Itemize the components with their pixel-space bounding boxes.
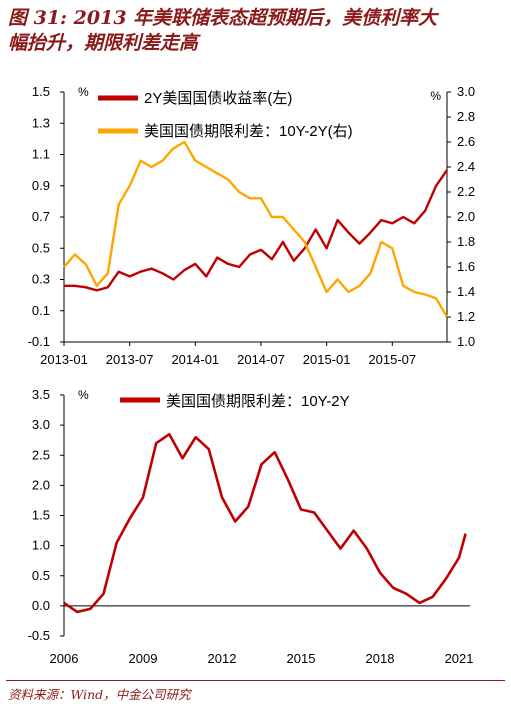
legend-label-0: 2Y美国国债收益率(左) [144, 90, 292, 107]
figure-title-line1: 图 31: 2013 年美联储表态超预期后，美债利率大 [8, 7, 438, 29]
y-tick-label: 0.5 [32, 568, 50, 583]
series-line-0 [64, 169, 448, 292]
figure-title-line2: 幅抬升，期限利差走高 [8, 32, 199, 54]
y-tick-label: 2.5 [32, 447, 50, 462]
y-tick-label: 1.0 [32, 538, 50, 553]
x-tick-label: 2006 [50, 651, 79, 666]
right-tick-label: 1.4 [457, 284, 475, 299]
right-tick-label: 1.6 [457, 259, 475, 274]
left-tick-label: 1.1 [32, 147, 50, 162]
left-tick-label: 1.3 [32, 115, 50, 130]
legend-label-1: 美国国债期限利差：10Y-2Y(右) [144, 123, 353, 140]
y-tick-label: 3.0 [32, 417, 50, 432]
figure-title: 图 31: 2013 年美联储表态超预期后，美债利率大 幅抬升，期限利差走高 [8, 6, 504, 56]
top-chart: 1.5 1.3 1.1 0.9 0.7 0.5 0.3 0.1 -0.1 3.0 2.8 2.6 2.4… [28, 84, 475, 367]
legend-label-0: 美国国债期限利差：10Y-2Y [166, 393, 350, 410]
right-tick-label: 3.0 [457, 84, 475, 99]
y-axis-unit: % [78, 388, 89, 402]
x-tick-label: 2014-01 [171, 352, 219, 367]
series-line-1 [63, 140, 449, 318]
x-tick-label: 2013-07 [106, 352, 154, 367]
x-tick-label: 2015 [287, 651, 316, 666]
x-tick-label: 2014-07 [237, 352, 285, 367]
left-tick-label: 0.5 [32, 240, 50, 255]
y-tick-label: 3.5 [32, 387, 50, 402]
right-tick-label: 2.6 [457, 134, 475, 149]
y-tick-label: 0.0 [32, 598, 50, 613]
right-tick-label: 2.4 [457, 159, 475, 174]
right-tick-label: 1.8 [457, 234, 475, 249]
right-tick-label: 2.0 [457, 209, 475, 224]
left-axis-unit: % [78, 85, 89, 99]
left-tick-label: 0.7 [32, 209, 50, 224]
left-tick-label: 0.1 [32, 303, 50, 318]
right-tick-label: 1.0 [457, 334, 475, 349]
right-tick-label: 1.2 [457, 309, 475, 324]
x-tick-label: 2021 [445, 651, 474, 666]
y-tick-label: 2.0 [32, 477, 50, 492]
left-tick-label: 0.9 [32, 178, 50, 193]
x-tick-label: 2013-01 [40, 352, 88, 367]
y-tick-label: 1.5 [32, 508, 50, 523]
source-divider [6, 680, 505, 681]
x-tick-label: 2009 [129, 651, 158, 666]
x-tick-label: 2015-07 [368, 352, 416, 367]
right-axis-unit: % [430, 89, 441, 103]
y-tick-label: -0.5 [28, 628, 50, 643]
left-tick-label: 1.5 [32, 84, 50, 99]
right-tick-label: 2.2 [457, 184, 475, 199]
series-line-0 [63, 432, 467, 614]
x-tick-label: 2015-01 [303, 352, 351, 367]
x-tick-label: 2018 [366, 651, 395, 666]
right-tick-label: 2.8 [457, 109, 475, 124]
left-tick-label: 0.3 [32, 272, 50, 287]
x-tick-label: 2012 [208, 651, 237, 666]
source-note: 资料来源：Wind，中金公司研究 [8, 687, 191, 702]
left-tick-label: -0.1 [28, 334, 50, 349]
